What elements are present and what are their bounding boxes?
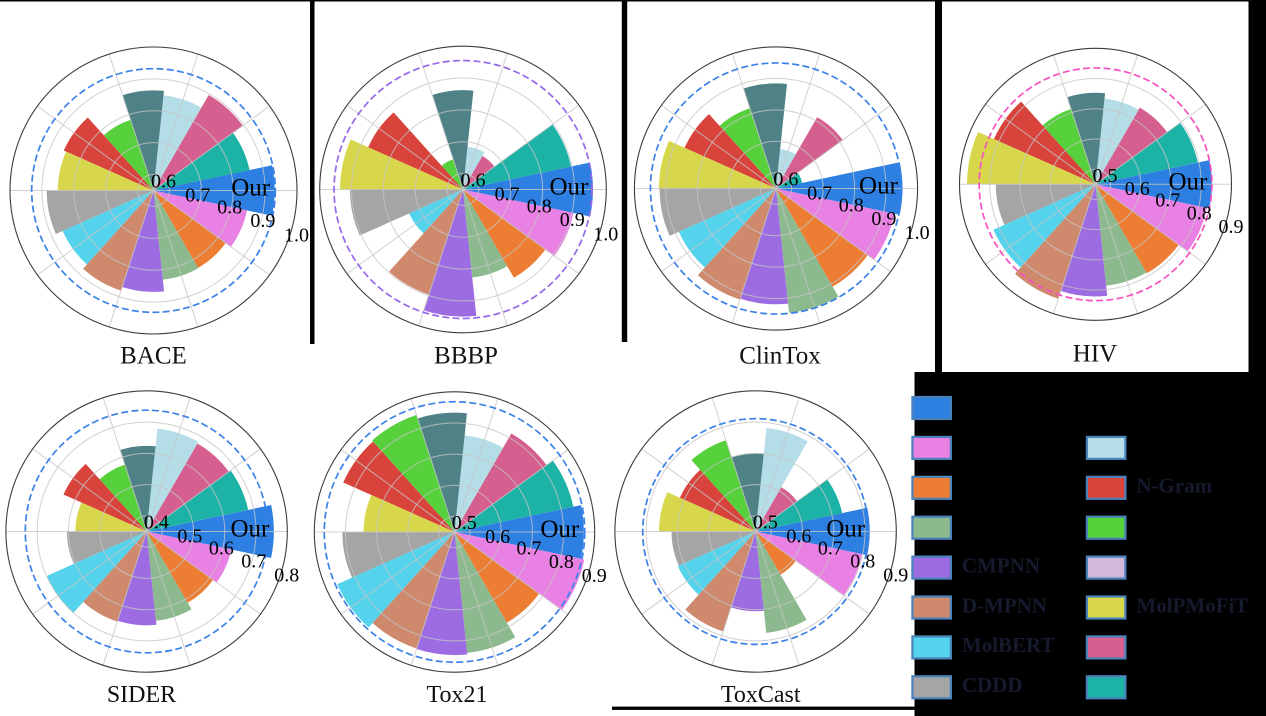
svg-text:0.5: 0.5 [1093, 165, 1118, 187]
svg-text:Our: Our [549, 174, 589, 201]
svg-text:MolBERT: MolBERT [962, 633, 1055, 657]
svg-text:Our: Our [540, 516, 580, 543]
svg-text:0.4: 0.4 [144, 512, 169, 534]
svg-text:0.9: 0.9 [582, 565, 607, 587]
svg-text:1.0: 1.0 [284, 225, 309, 247]
svg-text:MolPMoFiT: MolPMoFiT [1136, 593, 1248, 617]
svg-text:0.9: 0.9 [250, 210, 275, 232]
svg-text:Our: Our [1168, 169, 1208, 196]
svg-text:CMPNN: CMPNN [962, 553, 1040, 577]
svg-text:0.9: 0.9 [871, 208, 896, 230]
svg-text:0.6: 0.6 [786, 525, 811, 547]
svg-text:0.8: 0.8 [549, 551, 574, 573]
svg-text:1.0: 1.0 [905, 222, 930, 244]
svg-text:0.8: 0.8 [839, 194, 864, 216]
svg-text:0.6: 0.6 [461, 170, 486, 192]
svg-text:N-Gram: N-Gram [1136, 474, 1212, 498]
svg-text:0.6: 0.6 [151, 171, 176, 193]
svg-text:0.9: 0.9 [1219, 216, 1244, 238]
svg-text:BACE: BACE [120, 343, 187, 370]
svg-text:Our: Our [859, 173, 899, 200]
svg-text:SIDER: SIDER [107, 682, 176, 708]
svg-text:0.7: 0.7 [807, 182, 832, 204]
svg-text:0.6: 0.6 [209, 537, 234, 559]
svg-text:0.7: 0.7 [517, 538, 542, 560]
svg-text:0.8: 0.8 [274, 565, 299, 587]
svg-text:0.6: 0.6 [1125, 178, 1150, 200]
svg-text:0.8: 0.8 [1187, 202, 1212, 224]
svg-text:0.6: 0.6 [773, 169, 798, 191]
svg-text:0.6: 0.6 [485, 526, 510, 548]
svg-text:0.7: 0.7 [495, 184, 520, 206]
svg-text:0.8: 0.8 [527, 196, 552, 218]
svg-text:0.7: 0.7 [185, 185, 210, 207]
svg-text:CDDD: CDDD [962, 673, 1023, 697]
svg-text:1.0: 1.0 [593, 223, 618, 245]
svg-text:Our: Our [826, 516, 866, 543]
svg-text:0.5: 0.5 [177, 525, 202, 547]
svg-text:0.7: 0.7 [818, 537, 843, 559]
svg-text:Our: Our [230, 516, 270, 543]
svg-text:BBBP: BBBP [434, 343, 498, 370]
svg-text:0.7: 0.7 [241, 551, 266, 573]
svg-text:D-MPNN: D-MPNN [962, 593, 1047, 617]
svg-text:0.5: 0.5 [753, 512, 778, 534]
svg-text:Tox21: Tox21 [427, 682, 488, 708]
svg-text:ClinTox: ClinTox [739, 343, 821, 370]
svg-text:0.9: 0.9 [883, 565, 908, 587]
svg-text:0.9: 0.9 [560, 209, 585, 231]
svg-text:HIV: HIV [1073, 341, 1117, 368]
svg-text:Our: Our [231, 175, 271, 202]
svg-text:0.8: 0.8 [217, 197, 242, 219]
svg-text:ToxCast: ToxCast [721, 682, 801, 708]
svg-text:0.7: 0.7 [1155, 189, 1180, 211]
svg-text:0.5: 0.5 [452, 512, 477, 534]
svg-text:0.8: 0.8 [850, 551, 875, 573]
